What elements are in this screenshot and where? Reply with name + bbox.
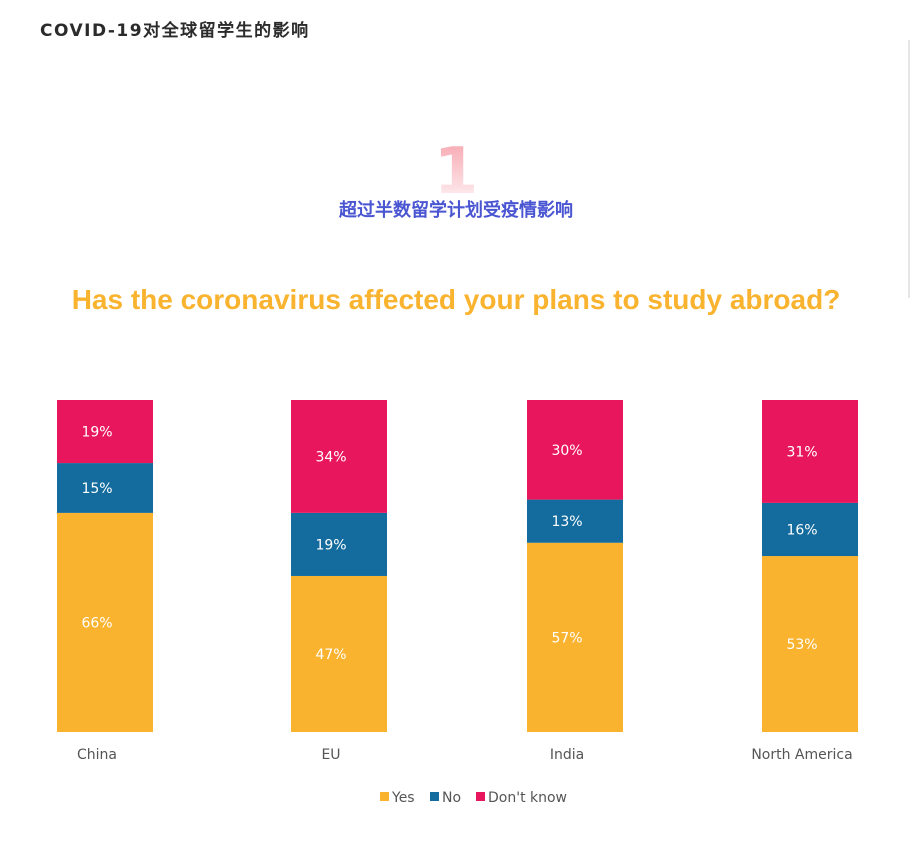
category-label: India	[550, 747, 584, 763]
page-title: COVID-19对全球留学生的影响	[40, 21, 310, 41]
data-label-eu-yes: 47%	[315, 647, 346, 663]
side-divider	[908, 40, 910, 298]
data-label-eu-no: 19%	[315, 537, 346, 553]
bar-segment-india-no	[527, 499, 623, 543]
data-label-india-yes: 57%	[551, 630, 582, 646]
data-label-north-america-don-t-know: 31%	[786, 444, 817, 460]
bar-segment-eu-no	[291, 512, 387, 576]
data-label-china-don-t-know: 19%	[81, 425, 112, 441]
category-label: China	[77, 747, 117, 763]
data-label-north-america-yes: 53%	[786, 637, 817, 653]
bar-segment-china-yes	[57, 512, 153, 732]
section-number: 1	[433, 135, 479, 209]
data-label-china-no: 15%	[81, 481, 112, 497]
bar-segment-india-yes	[527, 542, 623, 732]
section-subtitle: 超过半数留学计划受疫情影响	[339, 200, 573, 221]
bar-segment-north-america-yes	[762, 556, 858, 732]
legend-item-don-t-know: Don't know	[488, 790, 567, 806]
legend-swatch-yes	[380, 792, 389, 801]
bar-segment-eu-yes	[291, 575, 387, 732]
data-label-china-yes: 66%	[81, 615, 112, 631]
data-label-eu-don-t-know: 34%	[315, 449, 346, 465]
chart-title: Has the coronavirus affected your plans …	[71, 284, 841, 315]
data-label-india-don-t-know: 30%	[551, 443, 582, 459]
data-label-north-america-no: 16%	[786, 522, 817, 538]
category-label: EU	[321, 747, 340, 763]
bar-segment-north-america-don-t-know	[762, 400, 858, 503]
legend-swatch-don-t-know	[476, 792, 485, 801]
bar-segment-china-don-t-know	[57, 400, 153, 464]
bar-segment-eu-don-t-know	[291, 400, 387, 513]
data-label-india-no: 13%	[551, 514, 582, 530]
legend-item-no: No	[442, 790, 461, 806]
bar-segment-india-don-t-know	[527, 400, 623, 500]
legend-item-yes: Yes	[391, 790, 415, 806]
bar-segment-china-no	[57, 463, 153, 513]
bar-segment-north-america-no	[762, 502, 858, 557]
legend-swatch-no	[430, 792, 439, 801]
category-label: North America	[751, 747, 852, 763]
